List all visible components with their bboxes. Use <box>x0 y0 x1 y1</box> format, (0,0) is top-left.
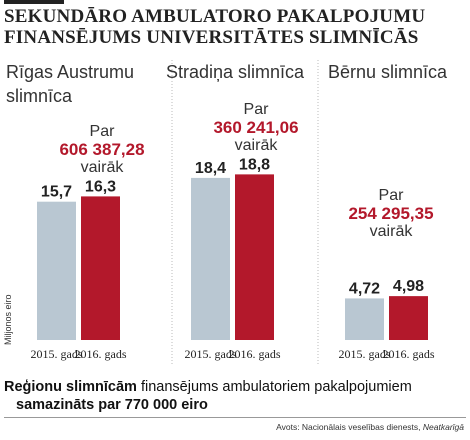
bar-value-label: 4,98 <box>393 278 424 295</box>
y-axis-label: Miljonos eiro <box>3 294 13 345</box>
hospital-label-riga-austrumu: Rīgas Austrumu slimnīca <box>6 60 134 108</box>
note-post: vairāk <box>80 159 124 176</box>
bar <box>81 196 120 340</box>
bar-value-label: 4,72 <box>349 280 380 297</box>
bar <box>235 174 274 340</box>
bar-year-label: 2016. gads <box>383 347 435 361</box>
note-pre: Par <box>378 187 404 204</box>
bar-year-label: 2015. gads <box>31 347 83 361</box>
title-line-2: FINANSĒJUMS UNIVERSITĀTES SLIMNĪCĀS <box>4 27 419 48</box>
hospital-label-bernu: Bērnu slimnīca <box>328 60 447 84</box>
footnote-line2: samazināts par 770 000 eiro <box>16 397 208 413</box>
source-italic: Neatkarīgā <box>422 422 464 432</box>
difference-note-riga: Par 606 387,28 vairāk <box>22 123 182 177</box>
bar-year-label: 2015. gads <box>185 347 237 361</box>
note-amount: 360 241,06 <box>213 118 299 137</box>
bar-value-label: 15,7 <box>41 184 72 201</box>
note-pre: Par <box>89 123 115 140</box>
title-line-1: SEKUNDĀRO AMBULATORO PAKALPOJUMU <box>4 6 426 27</box>
difference-note-bernu: Par 254 295,35 vairāk <box>306 187 470 241</box>
footnote: Reģionu slimnīcām finansējums ambulatori… <box>4 378 412 414</box>
bar <box>191 177 230 340</box>
footnote-rest: finansējums ambulatoriem pakalpojumiem <box>136 379 412 395</box>
hospital-label-line1: Bērnu slimnīca <box>328 62 448 82</box>
bar-year-label: 2016. gads <box>75 347 127 361</box>
difference-note-stradina: Par 360 241,06 vairāk <box>176 101 336 155</box>
note-post: vairāk <box>234 137 278 154</box>
bar-year-label: 2016. gads <box>229 347 281 361</box>
hospital-label-stradina: Stradiņa slimnīca <box>166 60 304 84</box>
bar <box>345 298 384 340</box>
bar <box>37 201 76 340</box>
top-rule <box>4 0 64 4</box>
source-prefix: Avots: Nacionālais veselības dienests, <box>276 422 423 432</box>
bar-value-label: 16,3 <box>85 178 116 195</box>
bar-year-label: 2015. gads <box>339 347 391 361</box>
hospital-label-line1: Rīgas Austrumu <box>6 62 135 82</box>
bar-value-label: 18,4 <box>195 160 226 177</box>
note-pre: Par <box>243 101 269 118</box>
note-post: vairāk <box>369 223 413 240</box>
bar-value-label: 18,8 <box>239 156 270 173</box>
chart-title: SEKUNDĀRO AMBULATORO PAKALPOJUMU FINANSĒ… <box>4 6 425 48</box>
footnote-bold: Reģionu slimnīcām <box>4 379 137 395</box>
hospital-label-line1: Stradiņa slimnīca <box>166 62 305 82</box>
hospital-label-line2: slimnīca <box>6 86 73 106</box>
source-credit: Avots: Nacionālais veselības dienests, N… <box>276 422 464 432</box>
note-amount: 254 295,35 <box>348 204 434 223</box>
bar <box>389 296 428 340</box>
bottom-rule <box>4 417 466 418</box>
note-amount: 606 387,28 <box>59 140 145 159</box>
